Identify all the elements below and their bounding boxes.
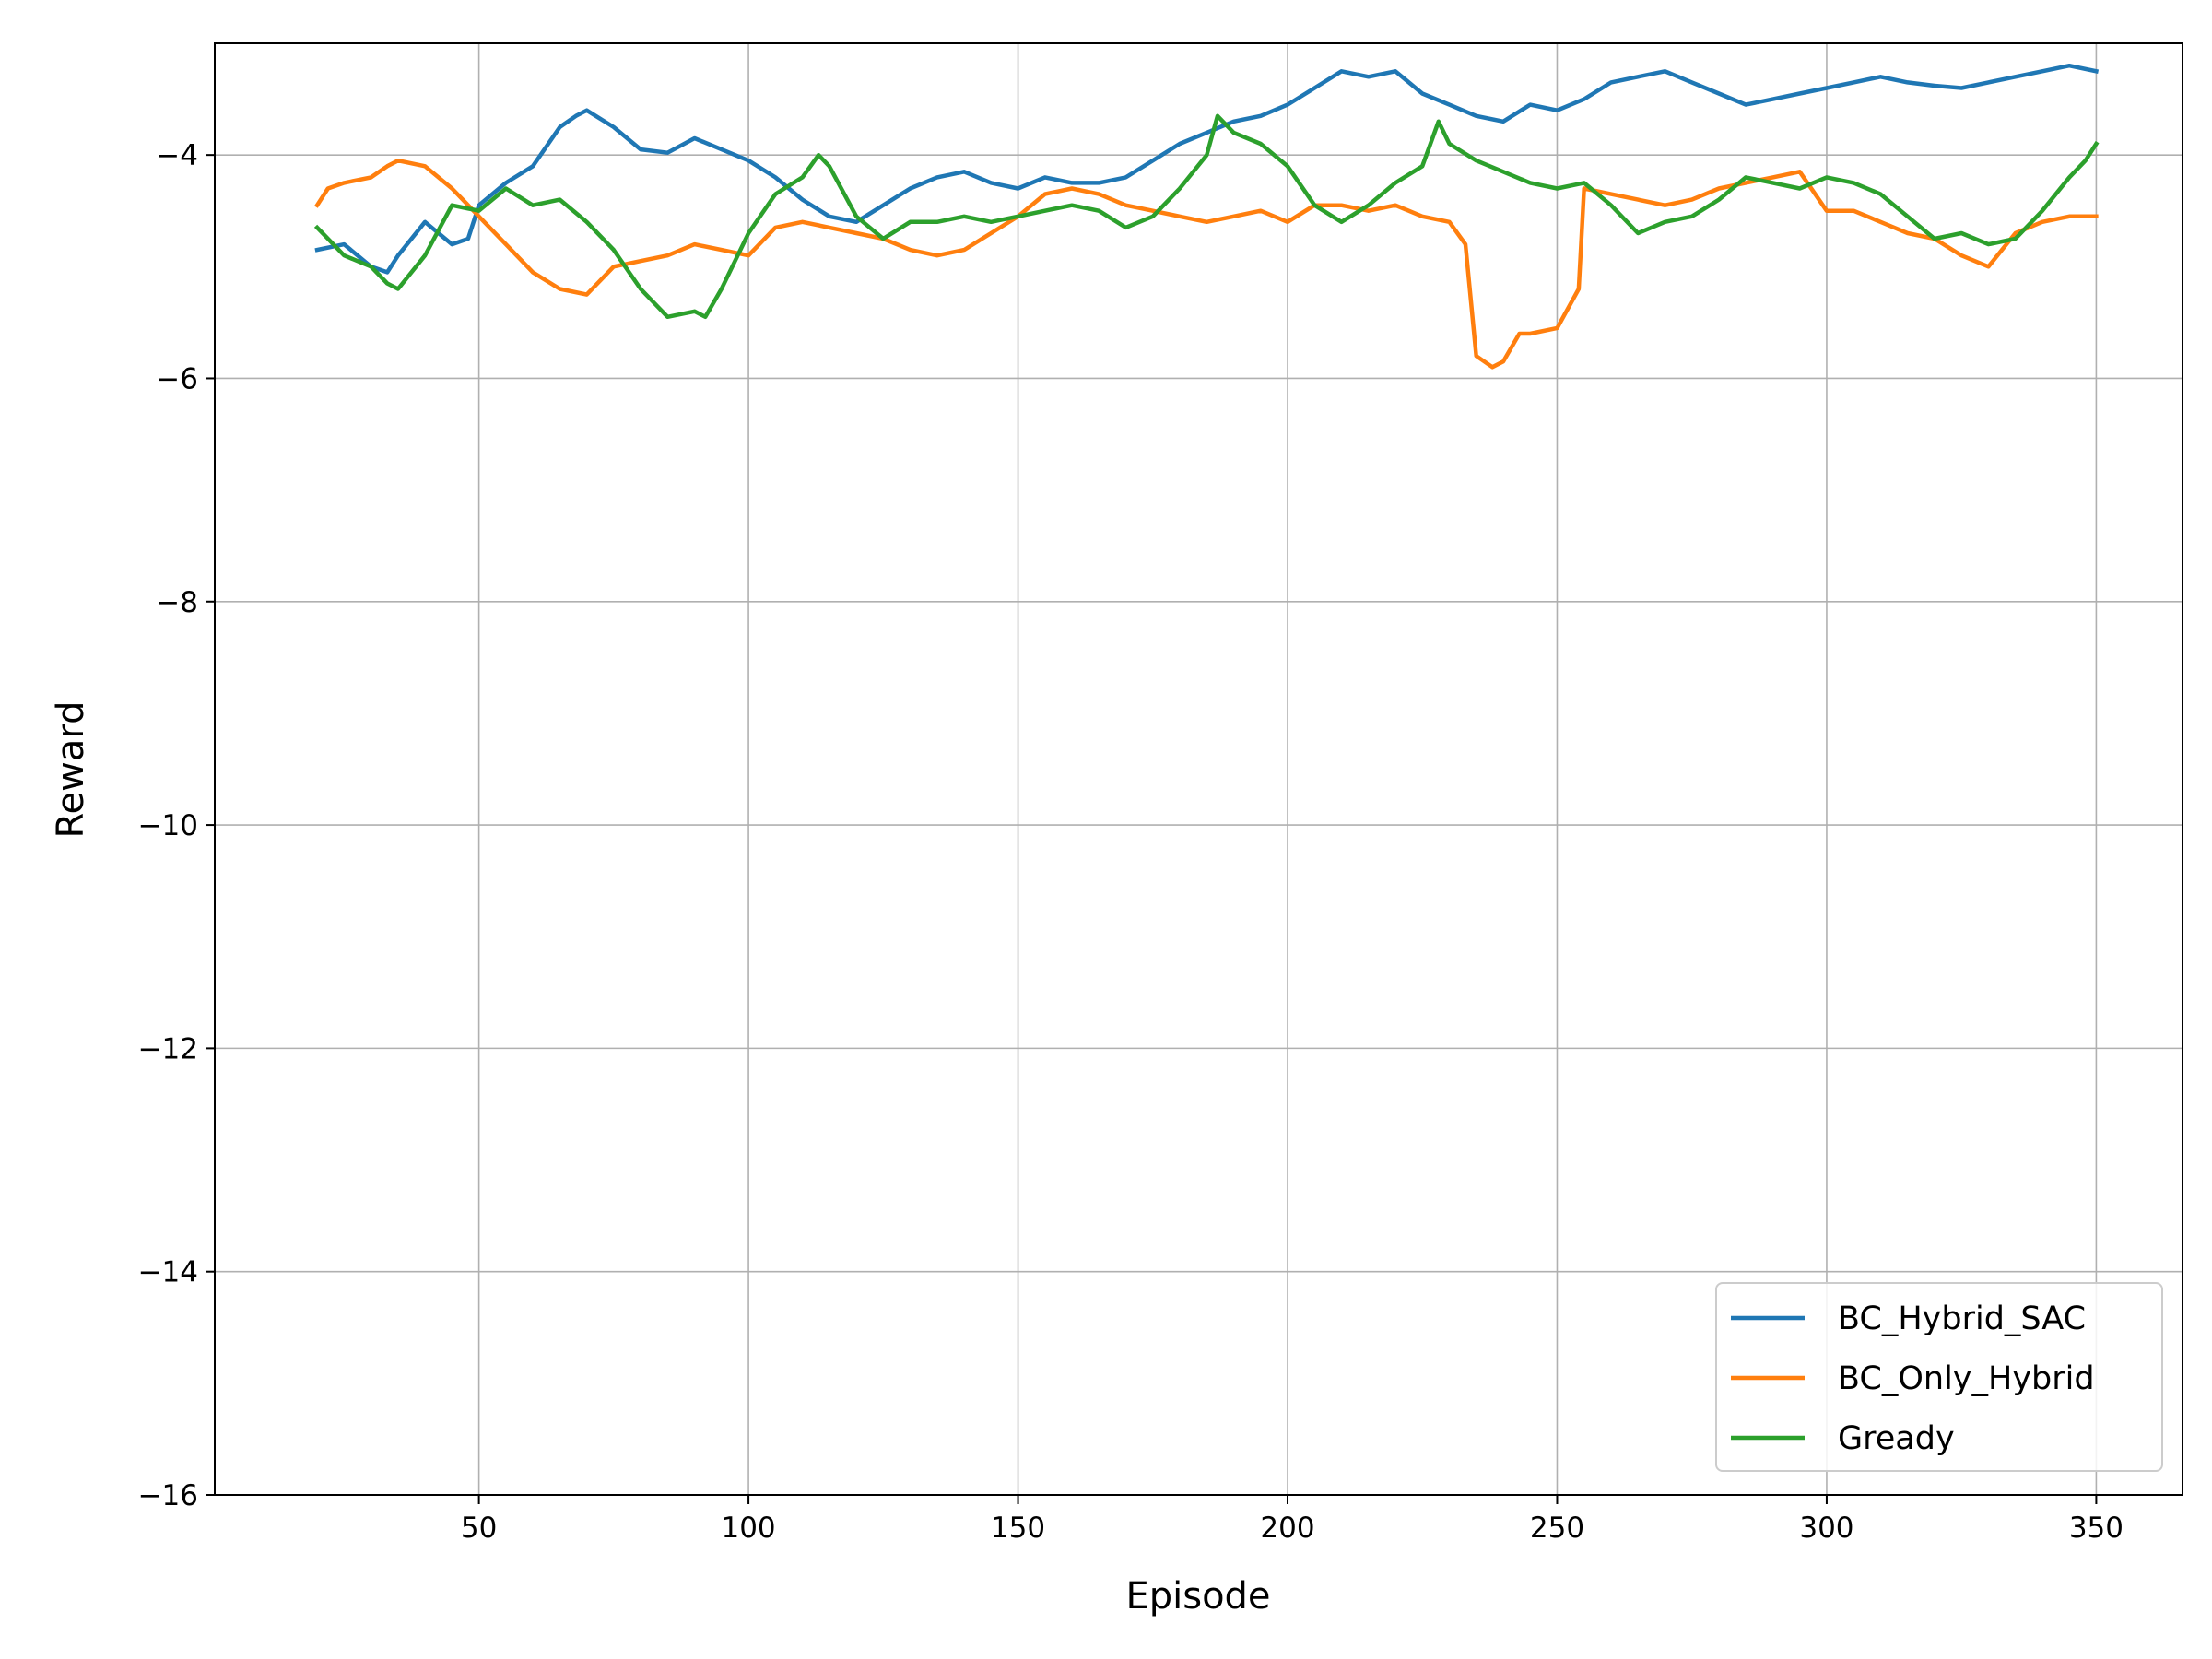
x-axis-label: Episode (1125, 1575, 1270, 1618)
y-tick-label: −8 (156, 586, 198, 619)
plot-frame (214, 42, 2183, 1496)
y-tick-label: −4 (156, 139, 198, 172)
x-tick-label: 50 (461, 1512, 497, 1545)
series-lines (313, 63, 2100, 370)
legend-label: BC_Only_Hybrid (1838, 1360, 2095, 1397)
series-line-bc-hybrid-sac (314, 63, 2100, 275)
y-tick-label: −16 (138, 1479, 198, 1512)
y-tick-label: −14 (138, 1256, 198, 1289)
x-tick-label: 200 (1260, 1512, 1314, 1545)
legend-label: BC_Hybrid_SAC (1838, 1300, 2086, 1337)
x-tick-label: 350 (2069, 1512, 2124, 1545)
y-axis-label: Reward (50, 701, 92, 839)
y-tick-label: −12 (138, 1032, 198, 1065)
x-tick-label: 250 (1530, 1512, 1584, 1545)
y-tick-label: −6 (156, 362, 198, 395)
legend-label: Gready (1838, 1420, 1955, 1457)
x-axis-ticks: 50 100 150 200 250 300 350 (461, 1495, 2124, 1545)
x-tick-label: 300 (1799, 1512, 1853, 1545)
series-line-gready (313, 113, 2100, 320)
legend: BC_Hybrid_SAC BC_Only_Hybrid Gready (1715, 1282, 2163, 1472)
series-line-bc-only-hybrid (313, 158, 2099, 370)
y-tick-label: −10 (138, 809, 198, 842)
y-axis-ticks: −16 −14 −12 −10 −8 −6 −4 (138, 139, 215, 1512)
x-tick-label: 150 (991, 1512, 1045, 1545)
x-tick-label: 100 (721, 1512, 775, 1545)
legend-box (1715, 1282, 2163, 1472)
